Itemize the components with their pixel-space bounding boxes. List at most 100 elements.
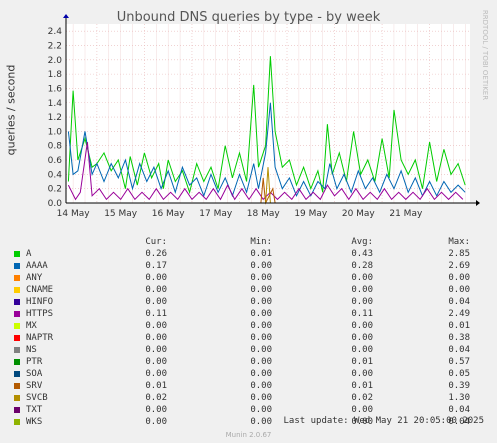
legend-row: WKS 0.00 0.00 0.00 0.04: [12, 416, 487, 428]
legend-swatch: [14, 323, 20, 329]
legend-series-name: HINFO: [26, 297, 54, 307]
legend-row: AAAA 0.17 0.00 0.28 2.69: [12, 260, 487, 272]
legend-max: 0.39: [448, 381, 470, 391]
legend-cur: 0.17: [145, 261, 167, 271]
legend-avg: 0.28: [351, 261, 373, 271]
series-line-aaaa: [67, 102, 466, 198]
legend-max: 0.05: [448, 369, 470, 379]
legend-min: 0.00: [250, 285, 272, 295]
y-tick-label: 1.6: [48, 84, 63, 94]
legend-row: MX 0.00 0.00 0.00 0.01: [12, 320, 487, 332]
legend-cur: 0.26: [145, 249, 167, 259]
y-tick-label: 0.0: [48, 199, 63, 209]
legend-row: ANY 0.00 0.00 0.00 0.00: [12, 272, 487, 284]
legend-cur: 0.00: [145, 417, 167, 427]
legend-series-name: SVCB: [26, 393, 48, 403]
legend-series-name: MX: [26, 321, 37, 331]
legend-series-name: PTR: [26, 357, 43, 367]
legend-row: SVCB 0.02 0.00 0.02 1.30: [12, 392, 487, 404]
legend-avg: 0.02: [351, 393, 373, 403]
legend-row: HTTPS 0.11 0.00 0.11 2.49: [12, 308, 487, 320]
series-line-https: [67, 142, 464, 201]
y-tick-label: 1.8: [48, 70, 63, 80]
legend-swatch: [14, 407, 20, 413]
legend-swatch: [14, 287, 20, 293]
legend-swatch: [14, 263, 20, 269]
legend-avg: 0.00: [351, 417, 373, 427]
legend-row: TXT 0.00 0.00 0.00 0.04: [12, 404, 487, 416]
legend-row: CNAME 0.00 0.00 0.00 0.00: [12, 284, 487, 296]
legend-avg: 0.00: [351, 285, 373, 295]
legend-row: NAPTR 0.00 0.00 0.00 0.38: [12, 332, 487, 344]
legend-cur: 0.00: [145, 297, 167, 307]
legend-min: 0.00: [250, 345, 272, 355]
legend-max: 0.00: [448, 285, 470, 295]
legend-cur: 0.01: [145, 381, 167, 391]
legend-max: 0.04: [448, 297, 470, 307]
legend-cur: 0.00: [145, 285, 167, 295]
legend-series-name: CNAME: [26, 285, 54, 295]
legend-min: 0.00: [250, 357, 272, 367]
legend-max: 0.01: [448, 321, 470, 331]
legend-avg: 0.01: [351, 381, 373, 391]
legend-swatch: [14, 275, 20, 281]
legend-series-name: A: [26, 249, 32, 259]
series-line-a: [67, 56, 466, 195]
legend-header: Cur: Min: Avg: Max:: [12, 236, 487, 248]
legend-rows: A 0.26 0.01 0.43 2.85 AAAA 0.17 0.00 0.28 2.69 ANY…: [12, 248, 487, 428]
legend-avg: 0.00: [351, 405, 373, 415]
legend-max: 2.69: [448, 261, 470, 271]
legend-max: 0.57: [448, 357, 470, 367]
legend-min: 0.00: [250, 261, 272, 271]
x-tick-label: 19 May: [294, 209, 328, 219]
legend-row: HINFO 0.00 0.00 0.00 0.04: [12, 296, 487, 308]
y-tick-label: 0.2: [48, 185, 62, 195]
legend-avg: 0.00: [351, 297, 373, 307]
legend-row: A 0.26 0.01 0.43 2.85: [12, 248, 487, 260]
legend-avg: 0.01: [351, 357, 373, 367]
x-tick-label: 21 May: [389, 209, 423, 219]
legend-min: 0.00: [250, 309, 272, 319]
legend-max: 0.04: [448, 417, 470, 427]
legend-min: 0.00: [250, 297, 272, 307]
legend-cur: 0.00: [145, 333, 167, 343]
legend-min: 0.00: [250, 369, 272, 379]
legend-series-name: WKS: [26, 417, 43, 427]
legend-header-cur: Cur:: [145, 237, 167, 247]
legend-avg: 0.00: [351, 333, 373, 343]
series-line-svcb: [265, 167, 271, 204]
legend-min: 0.01: [250, 249, 272, 259]
legend-series-name: HTTPS: [26, 309, 54, 319]
legend-series-name: ANY: [26, 273, 43, 283]
legend-cur: 0.00: [145, 345, 167, 355]
y-tick-label: 0.8: [48, 142, 63, 152]
plot-area: [66, 24, 470, 203]
legend-avg: 0.00: [351, 369, 373, 379]
legend-min: 0.00: [250, 333, 272, 343]
legend-avg: 0.00: [351, 345, 373, 355]
x-tick-label: 14 May: [57, 209, 91, 219]
legend-cur: 0.02: [145, 393, 167, 403]
legend-max: 2.85: [448, 249, 470, 259]
legend-swatch: [14, 299, 20, 305]
legend-max: 0.04: [448, 405, 470, 415]
y-axis-arrow: [63, 14, 69, 18]
y-tick-label: 1.4: [48, 99, 63, 109]
x-tick-label: 15 May: [104, 209, 138, 219]
legend-table: Cur: Min: Avg: Max: A 0.26 0.01 0.43 2.85 AAA…: [12, 236, 487, 428]
legend-avg: 0.00: [351, 273, 373, 283]
legend-row: NS 0.00 0.00 0.00 0.04: [12, 344, 487, 356]
chart-title: Unbound DNS queries by type - by week: [116, 10, 381, 25]
legend-series-name: SOA: [26, 369, 43, 379]
legend-max: 1.30: [448, 393, 470, 403]
munin-version: Munin 2.0.67: [225, 431, 272, 439]
legend-max: 0.38: [448, 333, 470, 343]
y-tick-label: 0.4: [48, 170, 63, 180]
legend-header-avg: Avg:: [351, 237, 373, 247]
legend-min: 0.00: [250, 381, 272, 391]
legend-avg: 0.11: [351, 309, 373, 319]
legend-min: 0.00: [250, 321, 272, 331]
legend-max: 0.04: [448, 345, 470, 355]
legend-swatch: [14, 251, 20, 257]
chart-plot: 0.0 0.2 0.4 0.6 0.8 1.0 1.2 1.4 1.6 1.8 2.0 2.2 2.4 1…: [48, 14, 480, 219]
